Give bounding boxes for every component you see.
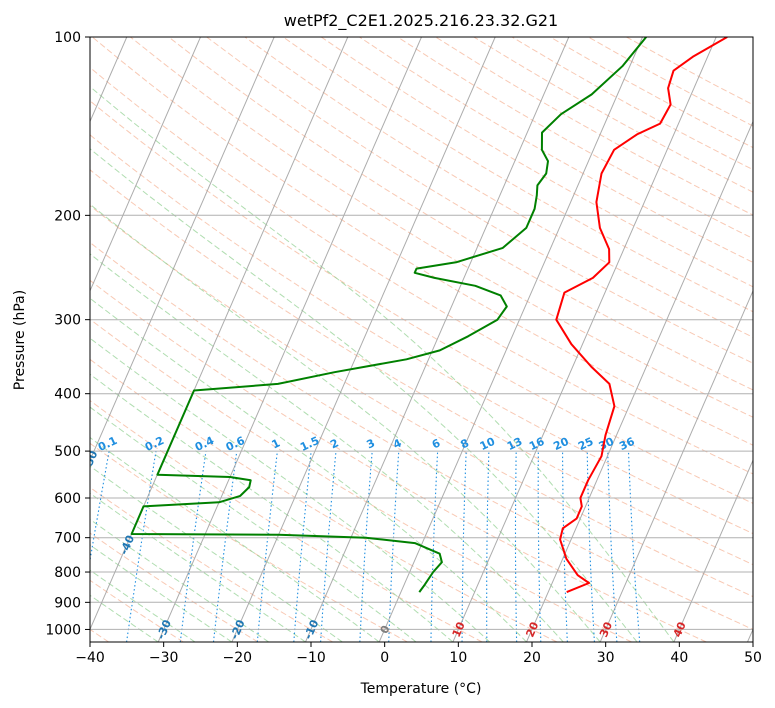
isotherm-label: 40 (671, 620, 689, 640)
y-tick-label: 700 (54, 531, 81, 547)
mixing-ratio-label: 20 (551, 435, 571, 453)
x-tick-label: −20 (223, 650, 253, 666)
y-tick-label: 100 (54, 30, 81, 46)
mixing-ratio-line (179, 451, 207, 642)
moist-adiabat-line (90, 253, 564, 642)
y-tick-label: 200 (54, 208, 81, 224)
isotherm-line (90, 37, 275, 462)
y-tick-label: 400 (54, 387, 81, 403)
y-axis-label: Pressure (hPa) (12, 290, 28, 390)
isotherm-line (157, 37, 422, 642)
moist-adiabat-line (90, 492, 306, 642)
dry-adiabat-line (90, 279, 707, 642)
mixing-ratio-label: 30 (597, 435, 617, 453)
dry-adiabat-line (244, 37, 753, 338)
isotherm-line (378, 37, 643, 642)
x-axis-label: Temperature (°C) (360, 681, 482, 697)
moist-adiabat-line (90, 337, 491, 642)
dry-adiabats (90, 37, 753, 642)
isotherm-label: 30 (597, 620, 615, 640)
y-tick-label: 800 (54, 565, 81, 581)
x-tick-label: −10 (296, 650, 326, 666)
mixing-ratio-line (293, 451, 312, 642)
mixing-ratio-line (212, 451, 238, 642)
plot-frame (89, 36, 754, 643)
isotherm-line (452, 37, 717, 642)
moist-adiabat-line (90, 203, 601, 642)
moist-adiabat-line (90, 297, 527, 642)
mixing-ratio-label: 13 (505, 435, 524, 453)
x-tick-label: 0 (380, 650, 389, 666)
isotherm-line (90, 37, 201, 293)
moist-adiabat-line (90, 518, 269, 642)
x-tick-label: 10 (449, 650, 467, 666)
chart-title: wetPf2_C2E1.2025.216.23.32.G21 (284, 11, 558, 31)
isotherm-line (90, 37, 349, 631)
x-tick-label: 30 (597, 650, 615, 666)
dry-adiabat-line (320, 37, 753, 288)
mixing-ratio-line (256, 451, 278, 642)
moist-adiabat-line (90, 148, 638, 642)
moist-adiabat-line (90, 406, 417, 642)
dry-adiabat-line (90, 134, 753, 535)
mixing-ratio-label: 10 (478, 435, 498, 453)
plot-area: 0.10.20.40.611.52346810131620253036-100-… (81, 37, 753, 642)
isotherm-label: -50 (81, 448, 101, 472)
dry-adiabat-line (90, 100, 753, 504)
dry-adiabat-line (168, 37, 753, 391)
moist-adiabat-line (90, 544, 233, 642)
dry-adiabat-line (90, 241, 753, 630)
dry-adiabat-line (90, 358, 558, 642)
x-tick-label: 20 (523, 650, 541, 666)
profile-series (130, 37, 728, 594)
isotherm-line (673, 458, 753, 642)
isotherm-line (231, 37, 496, 642)
mixing-ratio-label: 36 (617, 435, 637, 453)
temperature-line (555, 37, 728, 594)
dry-adiabat-line (90, 204, 753, 598)
dry-adiabat-line (90, 400, 483, 642)
mixing-ratio-line (320, 451, 337, 642)
x-axis-ticks: −40 −30 −20 −10 0 10 20 30 40 50 (75, 642, 762, 666)
moist-adiabats (90, 85, 675, 642)
dry-adiabat-line (90, 318, 632, 642)
moist-adiabat-line (90, 594, 159, 642)
x-tick-label: −40 (75, 650, 105, 666)
moist-adiabat-line (90, 569, 196, 642)
y-tick-label: 300 (54, 313, 81, 329)
dry-adiabat-line (282, 37, 753, 313)
mixing-ratio-label: 25 (576, 435, 595, 453)
x-tick-label: 50 (744, 650, 762, 666)
pressure-gridlines (90, 37, 753, 630)
y-tick-label: 900 (54, 595, 81, 611)
mixing-ratio-label: 16 (527, 435, 547, 453)
x-tick-label: −30 (149, 650, 179, 666)
isotherm-label: 20 (523, 620, 541, 640)
y-tick-label: 1000 (45, 622, 81, 638)
isotherm-line (526, 120, 753, 642)
x-tick-label: 40 (670, 650, 688, 666)
moist-adiabat-line (90, 373, 454, 642)
skewed-isotherms (90, 37, 753, 642)
isotherm-label: 10 (450, 620, 468, 640)
dry-adiabat-line (90, 486, 333, 642)
y-axis-ticks: 100 200 300 400 500 600 700 800 900 1000 (45, 30, 90, 638)
isotherm-line (305, 37, 570, 642)
dewpoint-line (130, 37, 647, 593)
dry-adiabat-line (91, 37, 753, 446)
isotherm-line (599, 289, 753, 642)
moist-adiabat-line (90, 465, 343, 642)
y-tick-label: 600 (54, 491, 81, 507)
y-tick-label: 500 (54, 444, 81, 460)
dry-adiabat-line (90, 579, 184, 642)
